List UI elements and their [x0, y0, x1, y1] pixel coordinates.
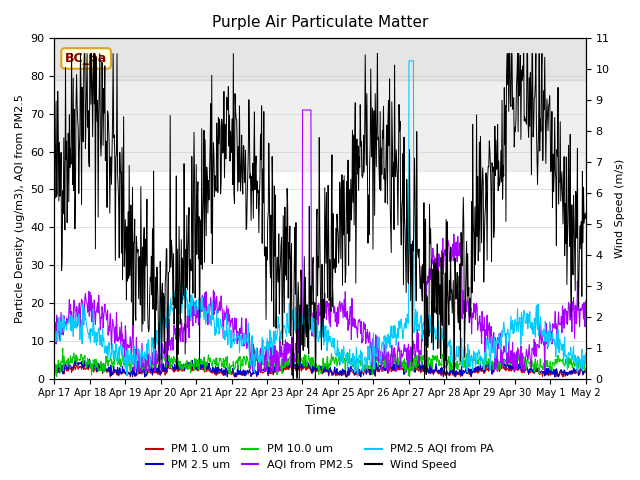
Title: Purple Air Particulate Matter: Purple Air Particulate Matter: [212, 15, 428, 30]
Legend: PM 1.0 um, PM 2.5 um, PM 10.0 um, AQI from PM2.5, PM2.5 AQI from PA, Wind Speed: PM 1.0 um, PM 2.5 um, PM 10.0 um, AQI fr…: [141, 440, 499, 474]
X-axis label: Time: Time: [305, 404, 335, 417]
Bar: [54, 38, 586, 80]
Y-axis label: Particle Density (ug/m3), AQI from PM2.5: Particle Density (ug/m3), AQI from PM2.5: [15, 94, 25, 323]
Y-axis label: Wind Speed (m/s): Wind Speed (m/s): [615, 159, 625, 258]
Text: BC_pa: BC_pa: [65, 52, 108, 65]
Bar: [54, 80, 586, 170]
